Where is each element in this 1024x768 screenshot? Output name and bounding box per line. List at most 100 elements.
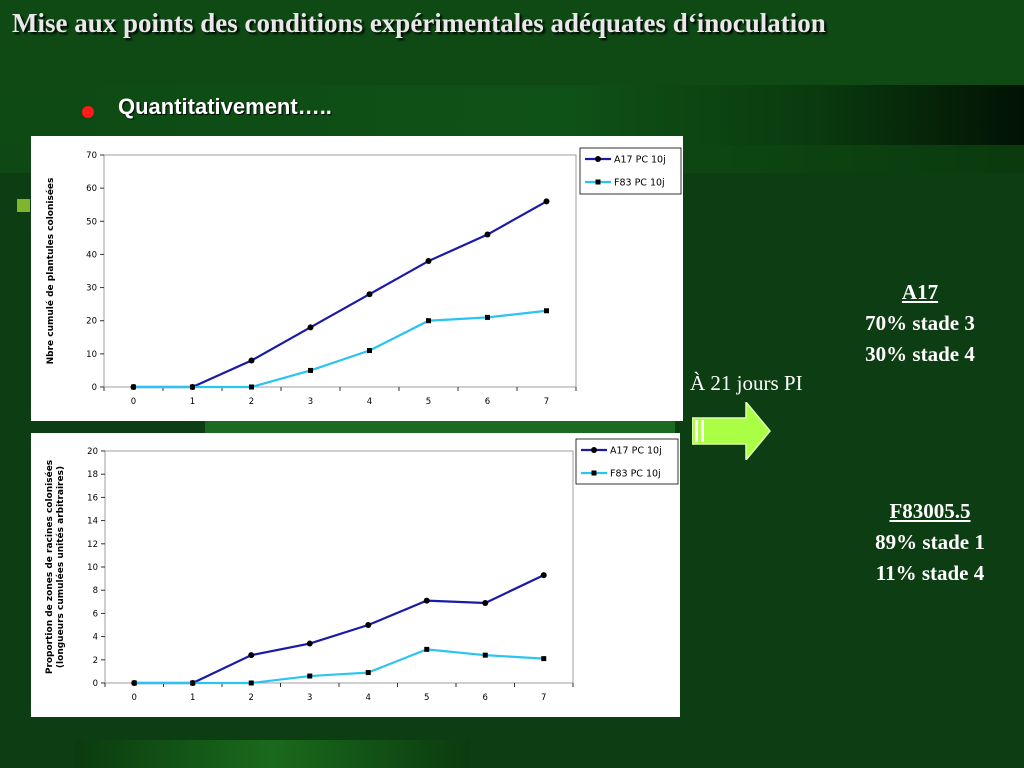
data-point <box>485 314 490 320</box>
legend-label: A17 PC 10j <box>610 446 662 457</box>
legend-marker <box>591 470 597 476</box>
data-point <box>190 384 195 390</box>
x-tick-label: 3 <box>307 693 312 703</box>
y-axis-label: Proportion de zones de racines colonisée… <box>44 460 55 674</box>
data-point <box>367 348 372 354</box>
x-tick-label: 1 <box>190 397 195 407</box>
plot-area <box>104 450 574 684</box>
y-tick-label: 6 <box>93 609 98 619</box>
data-point <box>365 622 372 628</box>
legend-marker <box>591 447 597 453</box>
series-line <box>134 574 545 685</box>
y-tick-label: 8 <box>93 586 98 596</box>
right-arrow-icon <box>692 402 771 460</box>
f83-stage-line: 89% stade 1 <box>875 530 985 554</box>
f83-stage-line: 11% stade 4 <box>875 561 985 585</box>
f83-summary: F83005.5 89% stade 1 11% stade 4 <box>830 496 1024 589</box>
square-bullet-icon <box>17 199 30 212</box>
x-tick-label: 1 <box>190 693 195 703</box>
legend-label: F83 PC 10j <box>610 469 661 480</box>
series-line <box>133 200 548 389</box>
timepoint-caption: À 21 jours PI <box>690 371 803 395</box>
data-point <box>248 652 255 659</box>
x-tick-label: 6 <box>483 693 488 703</box>
legend-label: A17 PC 10j <box>614 155 666 166</box>
data-point <box>423 597 430 604</box>
y-tick-label: 12 <box>87 540 98 550</box>
x-tick-label: 6 <box>485 397 490 407</box>
f83-heading: F83005.5 <box>889 499 971 523</box>
y-axis-label: (longueurs cumulées unités arbitraires) <box>55 466 66 668</box>
data-point <box>425 258 432 265</box>
y-tick-label: 70 <box>86 151 97 161</box>
plot-area <box>103 154 577 388</box>
data-point <box>543 198 550 205</box>
data-point <box>249 384 254 390</box>
y-tick-label: 10 <box>87 563 98 573</box>
data-point <box>366 291 373 298</box>
data-point <box>131 680 137 686</box>
bullet-text: Quantitativement….. <box>118 94 332 119</box>
data-point <box>365 670 371 676</box>
y-tick-label: 16 <box>87 493 98 503</box>
y-tick-label: 20 <box>86 317 97 327</box>
data-point <box>544 308 549 314</box>
x-tick-label: 3 <box>308 397 313 407</box>
y-tick-label: 14 <box>87 517 98 527</box>
legend-box <box>575 438 679 485</box>
a17-heading: A17 <box>901 280 939 304</box>
y-tick-label: 2 <box>93 656 98 666</box>
y-tick-label: 0 <box>93 679 98 689</box>
x-tick-label: 2 <box>249 693 254 703</box>
data-point <box>190 680 196 686</box>
y-tick-label: 4 <box>93 633 98 643</box>
x-tick-label: 0 <box>131 397 136 407</box>
data-point <box>248 357 255 364</box>
title-band <box>0 0 1024 85</box>
data-point <box>131 384 136 390</box>
a17-stage-line: 30% stade 4 <box>865 342 975 366</box>
decorative-bottom-band <box>75 740 470 768</box>
y-axis-label: Nbre cumulé de plantules colonisées <box>45 178 56 365</box>
x-tick-label: 7 <box>541 693 546 703</box>
data-point <box>482 599 489 606</box>
data-point <box>248 680 254 686</box>
x-tick-label: 4 <box>367 397 372 407</box>
subtitle-band <box>0 85 1024 145</box>
y-tick-label: 20 <box>87 447 98 457</box>
data-point <box>307 324 314 331</box>
series-line <box>133 309 547 389</box>
data-point <box>307 673 313 679</box>
legend-marker <box>595 156 601 162</box>
x-tick-label: 0 <box>132 693 137 703</box>
x-tick-label: 2 <box>249 397 254 407</box>
legend-marker <box>595 179 601 185</box>
y-tick-label: 10 <box>86 350 97 360</box>
y-tick-label: 0 <box>92 383 97 393</box>
y-tick-label: 50 <box>86 217 97 227</box>
x-tick-label: 7 <box>544 397 549 407</box>
slide-title: Mise aux points des conditions expérimen… <box>12 8 826 38</box>
a17-stage-line: 70% stade 3 <box>865 311 975 335</box>
data-point <box>541 656 547 662</box>
series-line <box>134 648 544 685</box>
data-point <box>308 367 313 373</box>
x-tick-label: 4 <box>366 693 371 703</box>
legend-box <box>579 147 682 195</box>
data-point <box>424 646 430 652</box>
chart-root-zones: 0 2 4 6 8 10 12 14 16 18 20 0 1 2 3 4 5 6 7 Proportion de z… <box>31 433 680 717</box>
data-point <box>306 640 313 647</box>
chart-colonized-plantlets-svg: 0 10 20 30 40 50 60 70 0 1 2 3 4 5 6 7 Nbre cumulé de pl… <box>45 147 682 407</box>
x-tick-label: 5 <box>426 397 431 407</box>
y-tick-label: 40 <box>86 250 97 260</box>
red-bullet-icon <box>82 106 94 118</box>
y-tick-label: 18 <box>87 470 98 480</box>
data-point <box>540 572 547 579</box>
chart-colonized-plantlets: 0 10 20 30 40 50 60 70 0 1 2 3 4 5 6 7 Nbre cumulé de pl… <box>31 136 683 421</box>
x-tick-label: 5 <box>424 693 429 703</box>
data-point <box>426 318 431 324</box>
y-tick-label: 30 <box>86 284 97 294</box>
y-tick-label: 60 <box>86 184 97 194</box>
legend-label: F83 PC 10j <box>614 178 665 189</box>
